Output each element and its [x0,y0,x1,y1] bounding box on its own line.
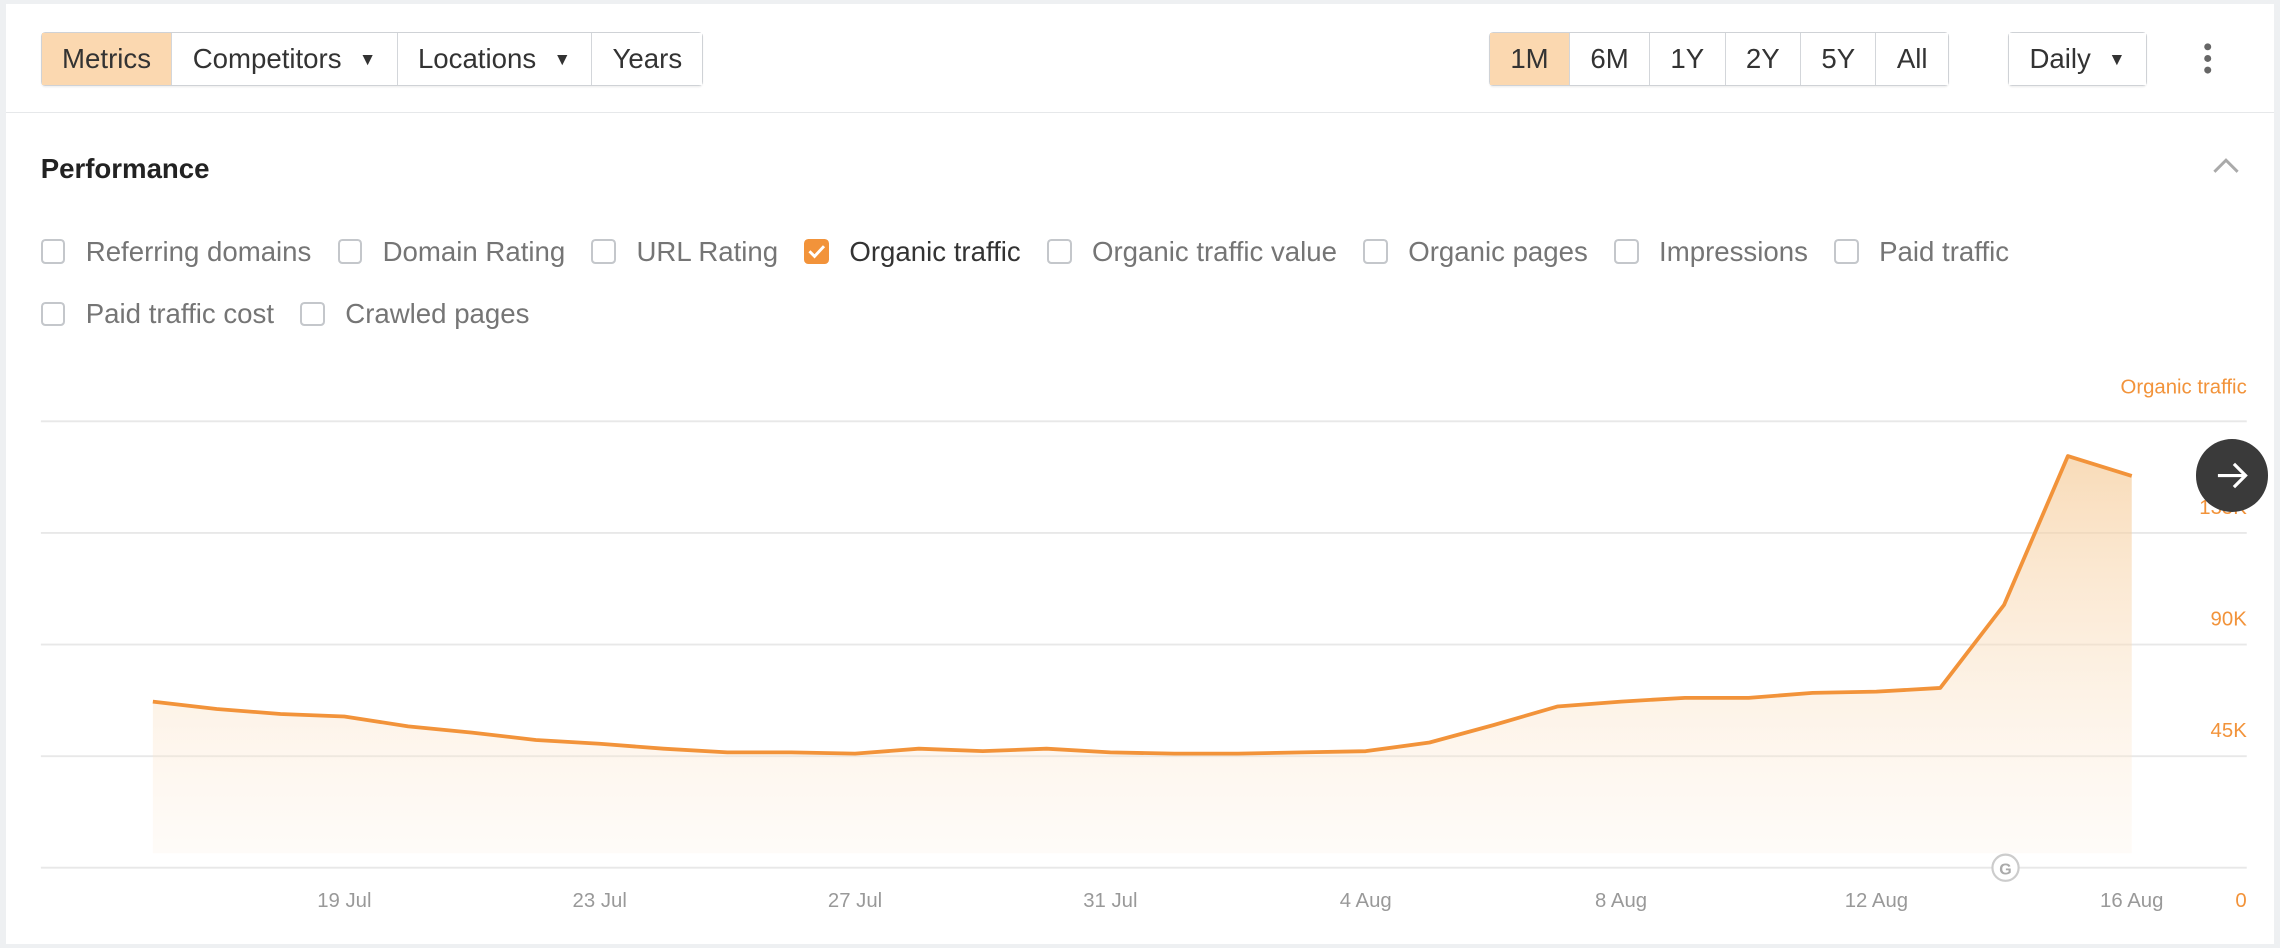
metric-label: Impressions [1659,235,1808,267]
section-title: Performance [40,152,210,184]
performance-card: Metrics Competitors ▼ Locations ▼ Years 1M 6M 1… [5,4,2275,944]
x-tick-label: 16 Aug [2100,890,2163,912]
metric-label: URL Rating [636,235,779,267]
metric-checkbox-impressions[interactable]: Impressions [1613,235,1808,268]
checkbox-icon[interactable] [1046,239,1072,264]
view-toggle-group: Metrics Competitors ▼ Locations ▼ Years [40,31,704,87]
kebab-vertical-icon[interactable] [2199,41,2216,79]
metric-checkbox-referring-domains[interactable]: Referring domains [40,235,312,268]
x-tick-label: 27 Jul [828,890,882,912]
x-tick-label: 19 Jul [317,890,371,912]
checkbox-icon[interactable] [591,239,617,264]
chevron-up-icon[interactable] [2210,150,2242,182]
range-all-button[interactable]: All [1876,32,1948,86]
button-label: Years [612,43,683,75]
y-tick-label: 0 [2235,890,2246,912]
interval-label: Daily [2029,43,2091,75]
interval-select[interactable]: Daily ▼ [2008,31,2147,87]
y-axis-title: Organic traffic [2120,377,2246,399]
metric-checkbox-organic-pages[interactable]: Organic pages [1363,236,1588,268]
series-line [152,454,2133,756]
caret-down-icon: ▼ [2108,48,2126,69]
caret-down-icon: ▼ [553,48,571,69]
metric-checkbox-row: Referring domains Domain Rating URL Rating… [40,235,2036,268]
metric-checkbox-row: Paid traffic cost Crawled pages [40,298,556,330]
range-5y-button[interactable]: 5Y [1801,32,1877,86]
metric-label: Paid traffic [1879,235,2010,267]
checkbox-icon[interactable] [1363,239,1388,264]
metric-label: Domain Rating [382,235,566,267]
metric-label: Paid traffic cost [85,298,275,330]
x-tick-label: 12 Aug [1845,890,1908,912]
range-1m-button[interactable]: 1M [1489,32,1571,86]
metric-label: Organic pages [1408,235,1588,267]
metric-checkbox-url-rating[interactable]: URL Rating [591,236,778,268]
toolbar-years-button[interactable]: Years [592,32,703,86]
google-update-icon [1991,853,2020,883]
y-tick-label: 45K [2210,721,2247,743]
range-toggle-group: 1M 6M 1Y 2Y 5Y All [1488,31,1949,87]
button-label: Competitors [192,43,342,75]
google-update-icon-glyph: G [1999,862,2011,879]
checkbox-icon[interactable] [804,239,830,264]
y-tick-label: 90K [2210,609,2247,631]
metric-label: Organic traffic value [1091,235,1337,267]
metric-checkbox-organic-traffic[interactable]: Organic traffic [804,235,1021,268]
metric-label: Crawled pages [345,298,530,330]
x-tick-label: 31 Jul [1083,890,1137,912]
x-tick-label: 8 Aug [1595,890,1647,912]
x-tick-label: 4 Aug [1340,890,1392,912]
metric-checkbox-crawled-pages[interactable]: Crawled pages [300,298,529,330]
divider [5,111,2275,114]
metric-label: Referring domains [85,235,312,267]
x-tick-label: 23 Jul [572,890,626,912]
caret-down-icon: ▼ [358,48,377,69]
metric-checkbox-domain-rating[interactable]: Domain Rating [337,235,566,268]
arrow-right-icon [2217,462,2248,489]
checkbox-icon[interactable] [1613,239,1639,264]
button-label: Metrics [62,43,152,75]
checkbox-icon[interactable] [300,301,325,327]
metric-checkbox-paid-traffic-cost[interactable]: Paid traffic cost [40,298,275,330]
range-6m-button[interactable]: 6M [1570,32,1651,86]
interval-dropdown[interactable]: Daily ▼ [2009,32,2146,86]
checkbox-icon[interactable] [40,239,66,264]
checkbox-icon[interactable] [40,301,66,327]
metric-checkbox-paid-traffic[interactable]: Paid traffic [1834,236,2009,268]
metric-checkbox-organic-traffic-value[interactable]: Organic traffic value [1046,235,1337,268]
area-fill [152,456,2132,854]
button-label: Locations [417,43,537,75]
metric-label: Organic traffic [849,235,1021,267]
toolbar-competitors-button[interactable]: Competitors ▼ [172,32,398,86]
range-2y-button[interactable]: 2Y [1725,32,1802,86]
next-arrow-button[interactable] [2195,439,2269,512]
toolbar-metrics-button[interactable]: Metrics [41,32,173,86]
checkbox-icon[interactable] [337,239,363,264]
toolbar-locations-button[interactable]: Locations ▼ [397,32,593,86]
checkbox-icon[interactable] [1834,239,1859,264]
range-1y-button[interactable]: 1Y [1650,32,1726,86]
